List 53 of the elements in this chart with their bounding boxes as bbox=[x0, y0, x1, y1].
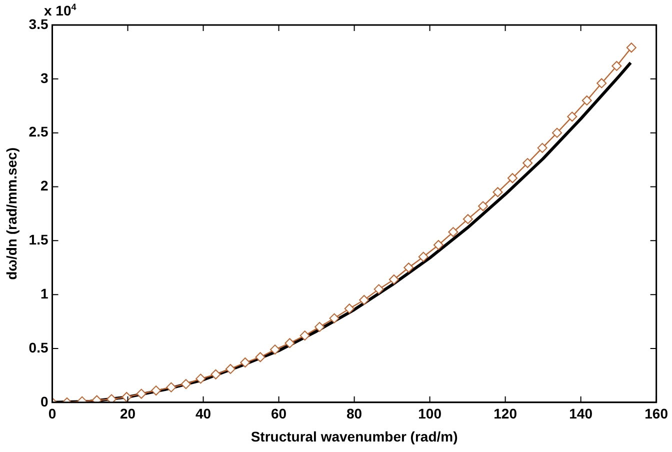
point bbox=[522, 158, 533, 168]
y-tick-label: 2.5 bbox=[28, 124, 48, 140]
point bbox=[448, 227, 458, 238]
y-tick-label: 2 bbox=[40, 178, 48, 194]
point bbox=[537, 142, 548, 153]
x-tick-label: 20 bbox=[120, 406, 136, 422]
y-tick-label: 1 bbox=[40, 285, 48, 302]
y-tick-label: 1.5 bbox=[28, 232, 48, 248]
x-tick-label: 60 bbox=[270, 406, 287, 422]
point bbox=[388, 274, 399, 284]
point bbox=[166, 382, 176, 392]
point bbox=[314, 322, 325, 332]
x-tick-label: 40 bbox=[195, 406, 212, 422]
point bbox=[478, 201, 488, 212]
point bbox=[151, 386, 162, 396]
point bbox=[196, 374, 206, 384]
point bbox=[567, 112, 578, 122]
point bbox=[210, 369, 221, 380]
y-tick-label: 0 bbox=[40, 393, 48, 410]
point bbox=[492, 187, 503, 198]
point bbox=[180, 379, 191, 390]
point bbox=[225, 364, 236, 374]
point bbox=[418, 252, 428, 262]
y-tick-label: 3 bbox=[40, 70, 48, 86]
point bbox=[433, 240, 444, 250]
x-tick-label: 80 bbox=[346, 406, 362, 422]
point bbox=[507, 173, 518, 184]
x-tick-label: 140 bbox=[569, 406, 593, 422]
point bbox=[255, 352, 266, 362]
point bbox=[552, 128, 562, 138]
point bbox=[359, 294, 370, 305]
x-tick-label: 160 bbox=[644, 406, 668, 422]
point bbox=[462, 214, 473, 224]
point bbox=[344, 304, 354, 314]
x-tick-label: 120 bbox=[494, 406, 518, 422]
y-tick-label: 0.5 bbox=[28, 339, 48, 356]
point bbox=[240, 358, 250, 368]
y-axis-title: dω/dn (rad/mm.sec) bbox=[3, 147, 20, 280]
point bbox=[582, 95, 592, 106]
point bbox=[329, 313, 340, 324]
point bbox=[300, 330, 310, 341]
point bbox=[374, 284, 384, 294]
point bbox=[270, 344, 280, 355]
point bbox=[284, 338, 295, 348]
point bbox=[106, 394, 117, 402]
x-tick-label: 100 bbox=[418, 406, 442, 422]
point bbox=[626, 42, 636, 53]
point bbox=[612, 60, 622, 71]
point bbox=[596, 78, 607, 88]
x-axis-title: Structural wavenumber (rad/m) bbox=[250, 428, 458, 444]
point bbox=[136, 388, 146, 399]
point bbox=[122, 392, 132, 402]
point bbox=[404, 262, 414, 273]
